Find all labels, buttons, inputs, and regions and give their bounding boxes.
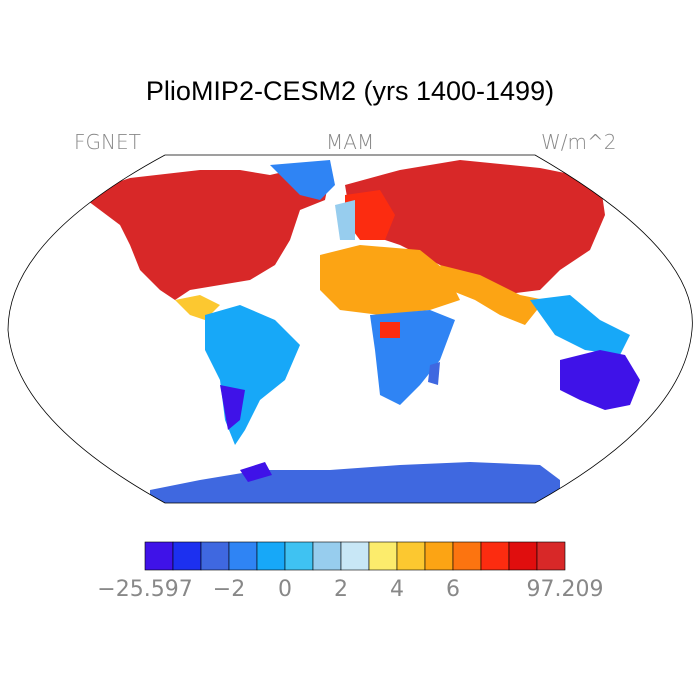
- colorbar-swatch: [200, 541, 230, 571]
- colorbar-tick-label: 4: [390, 577, 404, 602]
- colorbar-swatch: [368, 541, 398, 571]
- central-america-region: [175, 295, 220, 320]
- colorbar-tick-label: 6: [446, 577, 460, 602]
- colorbar-swatch: [424, 541, 454, 571]
- variable-label: FGNET: [74, 130, 141, 154]
- southeast-asia-region: [530, 295, 630, 355]
- colorbar-swatch: [172, 541, 202, 571]
- units-label: W/m^2: [541, 130, 617, 154]
- colorbar-tick-label: 97.209: [527, 577, 604, 602]
- antarctic-peninsula-region: [240, 462, 272, 482]
- africa-north-region: [320, 245, 460, 315]
- land-fields: [80, 160, 668, 503]
- south-asia-region: [440, 265, 545, 325]
- madagascar-region: [428, 362, 440, 385]
- map-outline: [7, 154, 693, 504]
- patagonia-region: [220, 385, 245, 430]
- chart-title: PlioMIP2-CESM2 (yrs 1400-1499): [145, 76, 555, 106]
- colorbar-tick-label: 2: [334, 577, 348, 602]
- colorbar-tick-labels: −25.597 −2 0 2 4 6 97.209: [97, 577, 603, 602]
- colorbar-swatch: [228, 541, 258, 571]
- colorbar-swatch: [480, 541, 510, 571]
- colorbar-swatch: [396, 541, 426, 571]
- colorbar-tick-label: 0: [278, 577, 292, 602]
- season-label: MAM: [326, 130, 375, 154]
- colorbar-swatch: [256, 541, 286, 571]
- eurasia-region: [345, 160, 605, 295]
- europe-region: [345, 190, 395, 240]
- africa-hotspot-region: [380, 322, 400, 338]
- colorbar-tick-label: −25.597: [97, 577, 192, 602]
- australia-region: [560, 350, 640, 410]
- colorbar-swatch: [536, 541, 566, 571]
- colorbar-tick-label: −2: [213, 577, 245, 602]
- colorbar-swatch: [312, 541, 342, 571]
- colorbar-swatch: [284, 541, 314, 571]
- north-america-region: [80, 168, 330, 300]
- colorbar-swatch: [508, 541, 538, 571]
- scandinavia-region: [335, 200, 355, 240]
- colorbar-swatch: [452, 541, 482, 571]
- greenland-region: [270, 160, 335, 200]
- colorbar-swatch: [340, 541, 370, 571]
- colorbar-swatch: [144, 541, 174, 571]
- colorbar-boxes: [144, 541, 566, 571]
